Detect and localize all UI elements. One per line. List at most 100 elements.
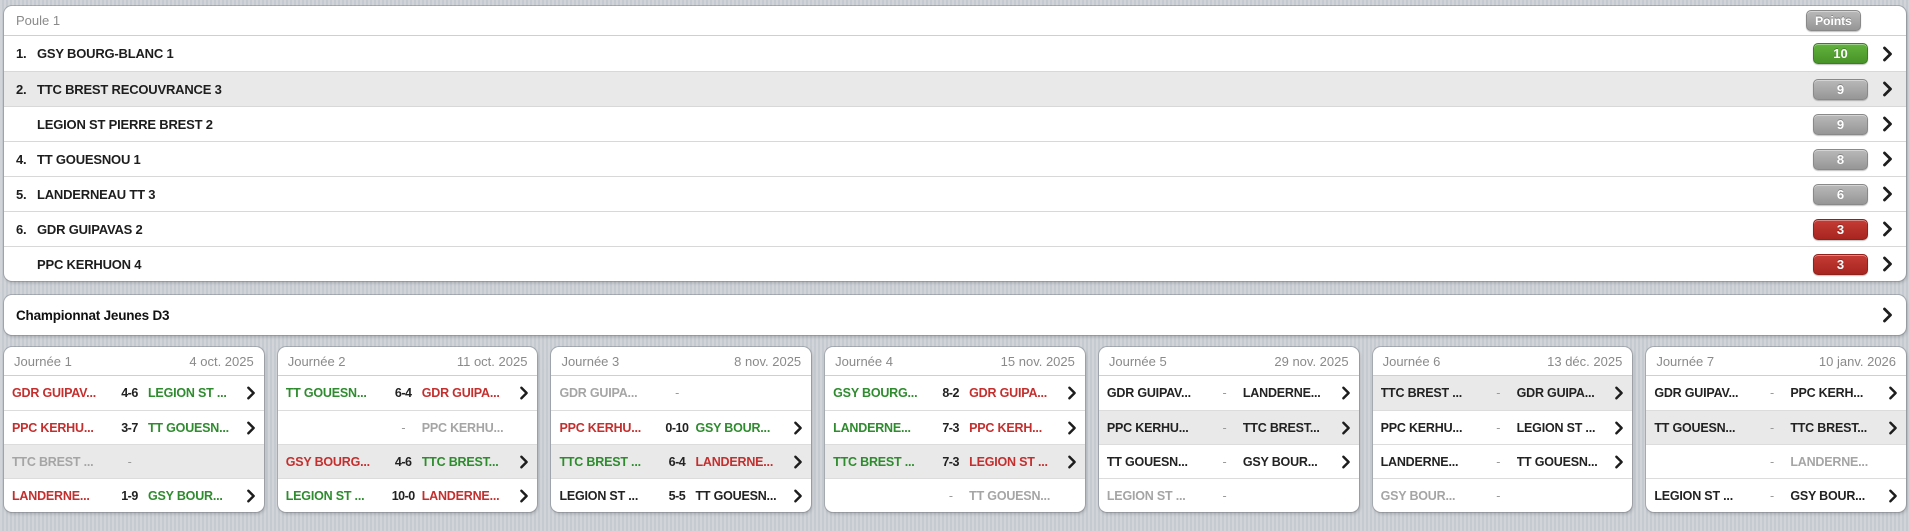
match-row[interactable]: GDR GUIPAV... - LANDERNE... (1099, 376, 1359, 410)
match-score: - (127, 454, 132, 469)
match-row[interactable]: GDR GUIPAV... 4-6 LEGION ST ... (4, 376, 264, 410)
journee-header: Journée 4 15 nov. 2025 (825, 347, 1085, 376)
chevron-right-icon (1886, 420, 1898, 436)
match-row[interactable]: PPC KERHU... 0-10 GSY BOUR... (551, 410, 812, 444)
home-team: LANDERNE... (12, 488, 90, 503)
match-row[interactable]: LEGION ST ... 5-5 TT GOUESN... (551, 478, 812, 512)
home-team: LEGION ST ... (1106, 488, 1186, 503)
rank-label: 6. (16, 221, 27, 237)
home-team: PPC KERHU... (559, 420, 642, 435)
chevron-right-icon (791, 454, 803, 470)
chevron-right-icon (1882, 307, 1894, 323)
match-row[interactable]: TTC BREST ... - GDR GUIPA... (1372, 376, 1633, 410)
match-row[interactable]: TT GOUESN... 6-4 GDR GUIPA... (278, 376, 538, 410)
away-team: LANDERNE... (1242, 386, 1321, 400)
standings-row[interactable]: 5. LANDERNEAU TT 3 6 (4, 176, 1906, 211)
chevron-right-icon (1882, 46, 1894, 62)
match-score: - (1222, 386, 1227, 400)
journee-matches: TTC BREST ... - GDR GUIPA... PPC KERHU..… (1372, 376, 1633, 512)
journee-header: Journée 6 13 déc. 2025 (1372, 347, 1633, 376)
match-row[interactable]: PPC KERHU... - LEGION ST ... (1372, 410, 1633, 444)
team-name: TT GOUESNOU 1 (37, 151, 141, 167)
match-row[interactable]: GSY BOURG... 4-6 TTC BREST... (277, 444, 538, 478)
journee-date: 11 oct. 2025 (456, 353, 528, 369)
match-score: - (1496, 488, 1500, 503)
home-team: TT GOUESN... (1654, 420, 1736, 435)
journee-date: 8 nov. 2025 (734, 353, 802, 369)
chevron-right-icon (1882, 256, 1894, 272)
match-score: - (1222, 488, 1227, 503)
chevron-right-icon (1882, 81, 1894, 97)
standings-row[interactable]: 4. TT GOUESNOU 1 8 (4, 141, 1906, 176)
match-row[interactable]: GDR GUIPAV... - PPC KERH... (1646, 376, 1906, 410)
match-score: 6-4 (668, 454, 686, 469)
journee-date: 29 nov. 2025 (1274, 353, 1349, 369)
journee-date: 10 janv. 2026 (1818, 353, 1897, 369)
journee-label: Journée 6 (1382, 353, 1441, 369)
home-team: GDR GUIPAV... (1654, 386, 1739, 400)
match-row[interactable]: TTC BREST ... 6-4 LANDERNE... (551, 444, 812, 478)
home-team: LEGION ST ... (559, 488, 639, 503)
standings-row[interactable]: 2. TTC BREST RECOUVRANCE 3 9 (4, 71, 1906, 106)
match-score: 8-2 (942, 386, 959, 400)
match-row[interactable]: LEGION ST ... - GSY BOUR... (1646, 478, 1907, 512)
match-score: - (1769, 488, 1774, 503)
journee-label: Journée 1 (14, 353, 72, 369)
chevron-right-icon (1886, 385, 1898, 401)
away-team: LEGION ST ... (969, 454, 1048, 469)
section-bar-championnat-jeunes-d3[interactable]: Championnat Jeunes D3 (4, 295, 1906, 335)
home-team: TT GOUESN... (285, 386, 367, 400)
match-row[interactable]: GSY BOURG... 8-2 GDR GUIPA... (825, 376, 1085, 410)
chevron-right-icon (244, 420, 256, 436)
chevron-right-icon (1612, 454, 1624, 470)
away-team: GDR GUIPA... (969, 386, 1048, 400)
match-row: LEGION ST ... - (1098, 478, 1359, 512)
team-name: PPC KERHUON 4 (37, 256, 142, 272)
away-team: GDR GUIPA... (1516, 386, 1595, 400)
home-team: GSY BOURG... (833, 386, 918, 400)
away-team: LEGION ST ... (148, 386, 227, 400)
match-row: GSY BOUR... - (1372, 478, 1633, 512)
match-row[interactable]: PPC KERHU... - TTC BREST... (1098, 410, 1359, 444)
standings-rows: 1. GSY BOURG-BLANC 1 10 2. TTC BREST REC… (4, 36, 1906, 281)
chevron-right-icon (1339, 385, 1351, 401)
chevron-right-icon (791, 420, 803, 436)
match-row[interactable]: LANDERNE... 7-3 PPC KERH... (825, 410, 1085, 444)
match-score: - (1496, 420, 1500, 435)
away-team: GDR GUIPA... (421, 386, 500, 400)
home-team: GDR GUIPA... (559, 386, 638, 400)
standings-row[interactable]: 1. GSY BOURG-BLANC 1 10 (4, 36, 1906, 71)
match-score: 5-5 (668, 488, 686, 503)
journee-label: Journée 7 (1656, 353, 1715, 369)
chevron-right-icon (1886, 488, 1898, 504)
match-row[interactable]: TT GOUESN... - TTC BREST... (1646, 410, 1907, 444)
home-team: PPC KERHU... (1106, 420, 1189, 435)
away-team: PPC KERH... (1790, 386, 1864, 400)
match-score: - (1496, 386, 1500, 400)
team-name: LANDERNEAU TT 3 (37, 186, 156, 202)
match-score: 7-3 (942, 420, 959, 435)
standings-row[interactable]: PPC KERHUON 4 3 (4, 246, 1906, 281)
home-team: GDR GUIPAV... (1106, 386, 1191, 400)
standings-row[interactable]: 6. GDR GUIPAVAS 2 3 (4, 211, 1906, 246)
home-team: PPC KERHU... (1380, 420, 1463, 435)
match-row[interactable]: LANDERNE... 1-9 GSY BOUR... (4, 478, 264, 512)
match-row[interactable]: LEGION ST ... 10-0 LANDERNE... (277, 478, 538, 512)
match-row[interactable]: PPC KERHU... 3-7 TT GOUESN... (4, 410, 264, 444)
points-column-badge: Points (1806, 10, 1861, 31)
rank-label: 2. (16, 81, 27, 97)
home-team: GSY BOURG... (285, 454, 370, 469)
match-row: - PPC KERHU... (277, 410, 538, 444)
match-row[interactable]: TTC BREST ... 7-3 LEGION ST ... (825, 444, 1085, 478)
standings-row[interactable]: LEGION ST PIERRE BREST 2 9 (4, 106, 1906, 141)
away-team: LEGION ST ... (1516, 420, 1596, 435)
home-team: TTC BREST ... (12, 454, 94, 469)
match-score: - (1769, 386, 1774, 400)
match-score: - (1222, 420, 1227, 435)
match-row: TTC BREST ... - (4, 444, 264, 478)
journee-label: Journée 3 (561, 353, 620, 369)
home-team: LANDERNE... (1380, 454, 1459, 469)
match-row[interactable]: TT GOUESN... - GSY BOUR... (1098, 444, 1359, 478)
match-row[interactable]: LANDERNE... - TT GOUESN... (1372, 444, 1633, 478)
team-name: TTC BREST RECOUVRANCE 3 (37, 81, 222, 97)
